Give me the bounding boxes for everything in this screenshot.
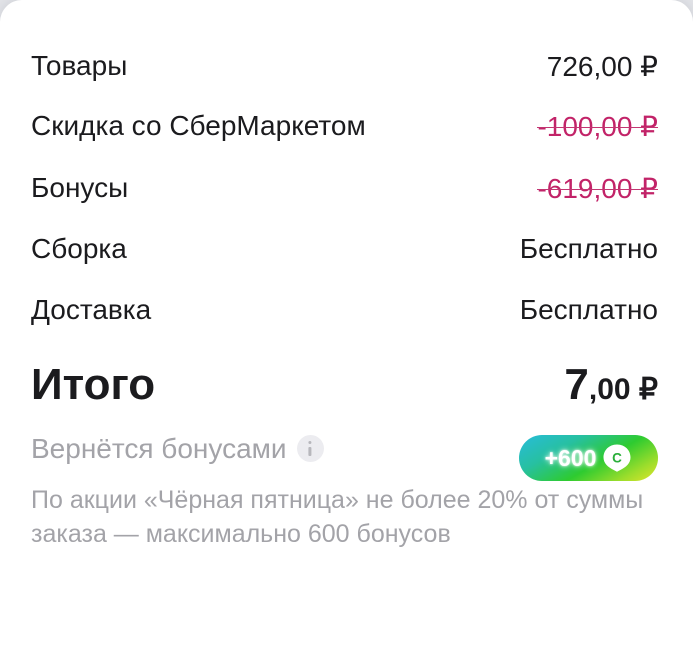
svg-text:C: C (613, 451, 623, 466)
